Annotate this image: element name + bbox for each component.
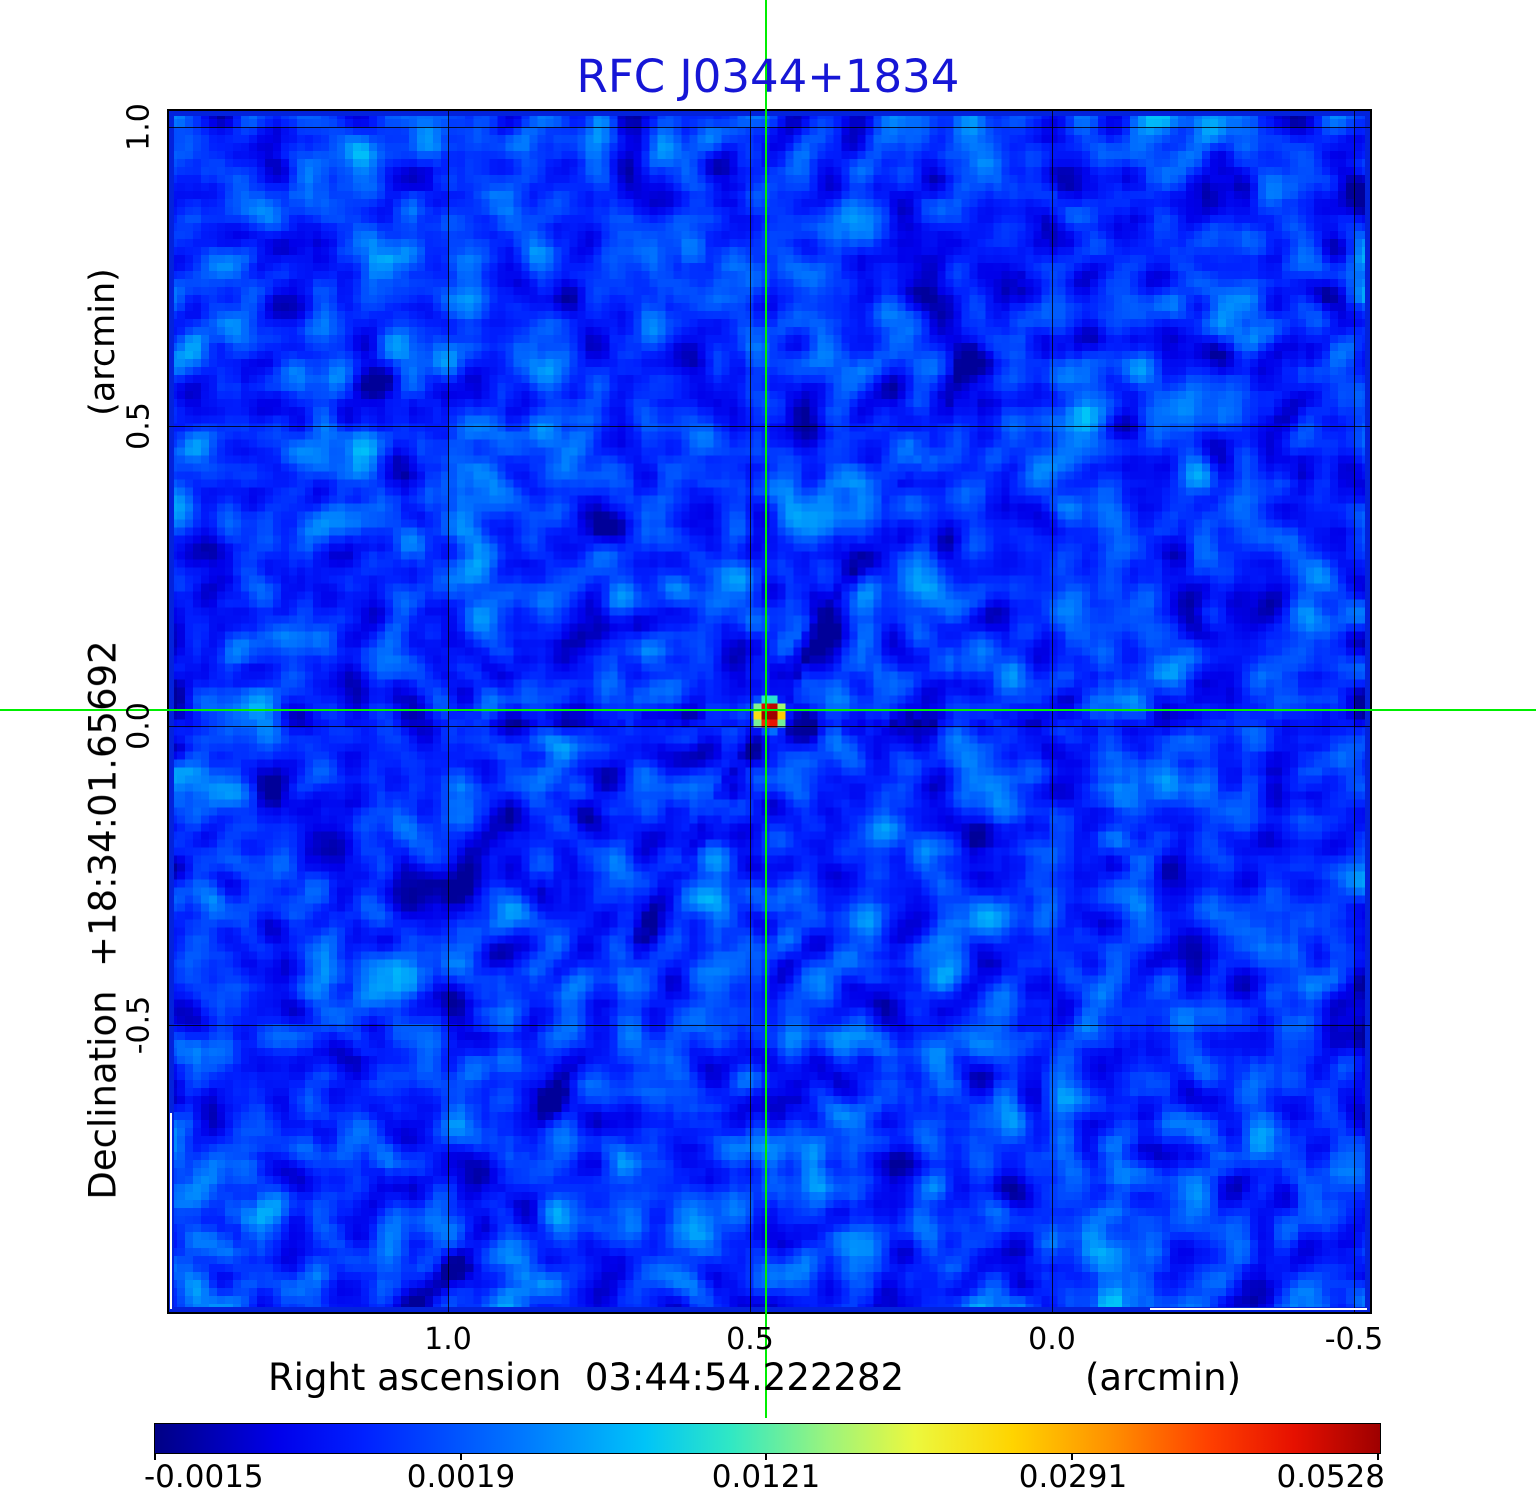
x-tick-label: 1.0	[424, 1322, 472, 1357]
x-tick-label: 0.5	[726, 1322, 774, 1357]
x-tick-label: 0.0	[1028, 1322, 1076, 1357]
y-tick-label: 0.5	[121, 402, 157, 450]
colorbar-tick	[1071, 1453, 1073, 1460]
grid-line-vertical	[448, 111, 449, 1312]
x-axis-unit-label: (arcmin)	[1084, 1356, 1242, 1399]
y-tick-label: 1.0	[121, 103, 157, 151]
grid-line-horizontal	[169, 726, 1370, 727]
y-tick-label: -0.5	[121, 995, 157, 1055]
crosshair-horizontal-line	[0, 709, 1536, 711]
bottom-edge-scale-mark	[1150, 1308, 1367, 1310]
y-tick-label: 0.0	[121, 702, 157, 750]
grid-line-horizontal	[169, 426, 1370, 427]
colorbar-label: -0.0015	[144, 1459, 264, 1495]
grid-line-vertical	[1354, 111, 1355, 1312]
x-tick-label: -0.5	[1324, 1322, 1384, 1357]
colorbar-label: 0.0291	[1018, 1459, 1128, 1495]
colorbar-label: 0.0121	[711, 1459, 821, 1495]
colorbar-label: 0.0528	[1276, 1459, 1385, 1495]
colorbar-tick	[765, 1453, 767, 1460]
x-axis-title: Right ascension 03:44:54.222282	[267, 1356, 905, 1399]
grid-line-horizontal	[169, 127, 1370, 128]
y-axis-title: Declination +18:34:01.65692	[81, 640, 125, 1200]
grid-line-vertical	[750, 111, 751, 1312]
colorbar-label: 0.0019	[406, 1459, 516, 1495]
colorbar-tick	[154, 1453, 156, 1460]
sky-map	[167, 109, 1372, 1314]
grid-line-horizontal	[169, 1025, 1370, 1026]
grid-line-vertical	[1052, 111, 1053, 1312]
colorbar	[154, 1423, 1381, 1454]
colorbar-tick	[1377, 1453, 1379, 1460]
y-axis-unit-label: (arcmin)	[83, 268, 123, 416]
colorbar-tick	[460, 1453, 462, 1460]
left-edge-scale-mark	[170, 1113, 172, 1309]
page-title: RFC J0344+1834	[576, 50, 960, 103]
sky-map-canvas	[169, 111, 1370, 1312]
